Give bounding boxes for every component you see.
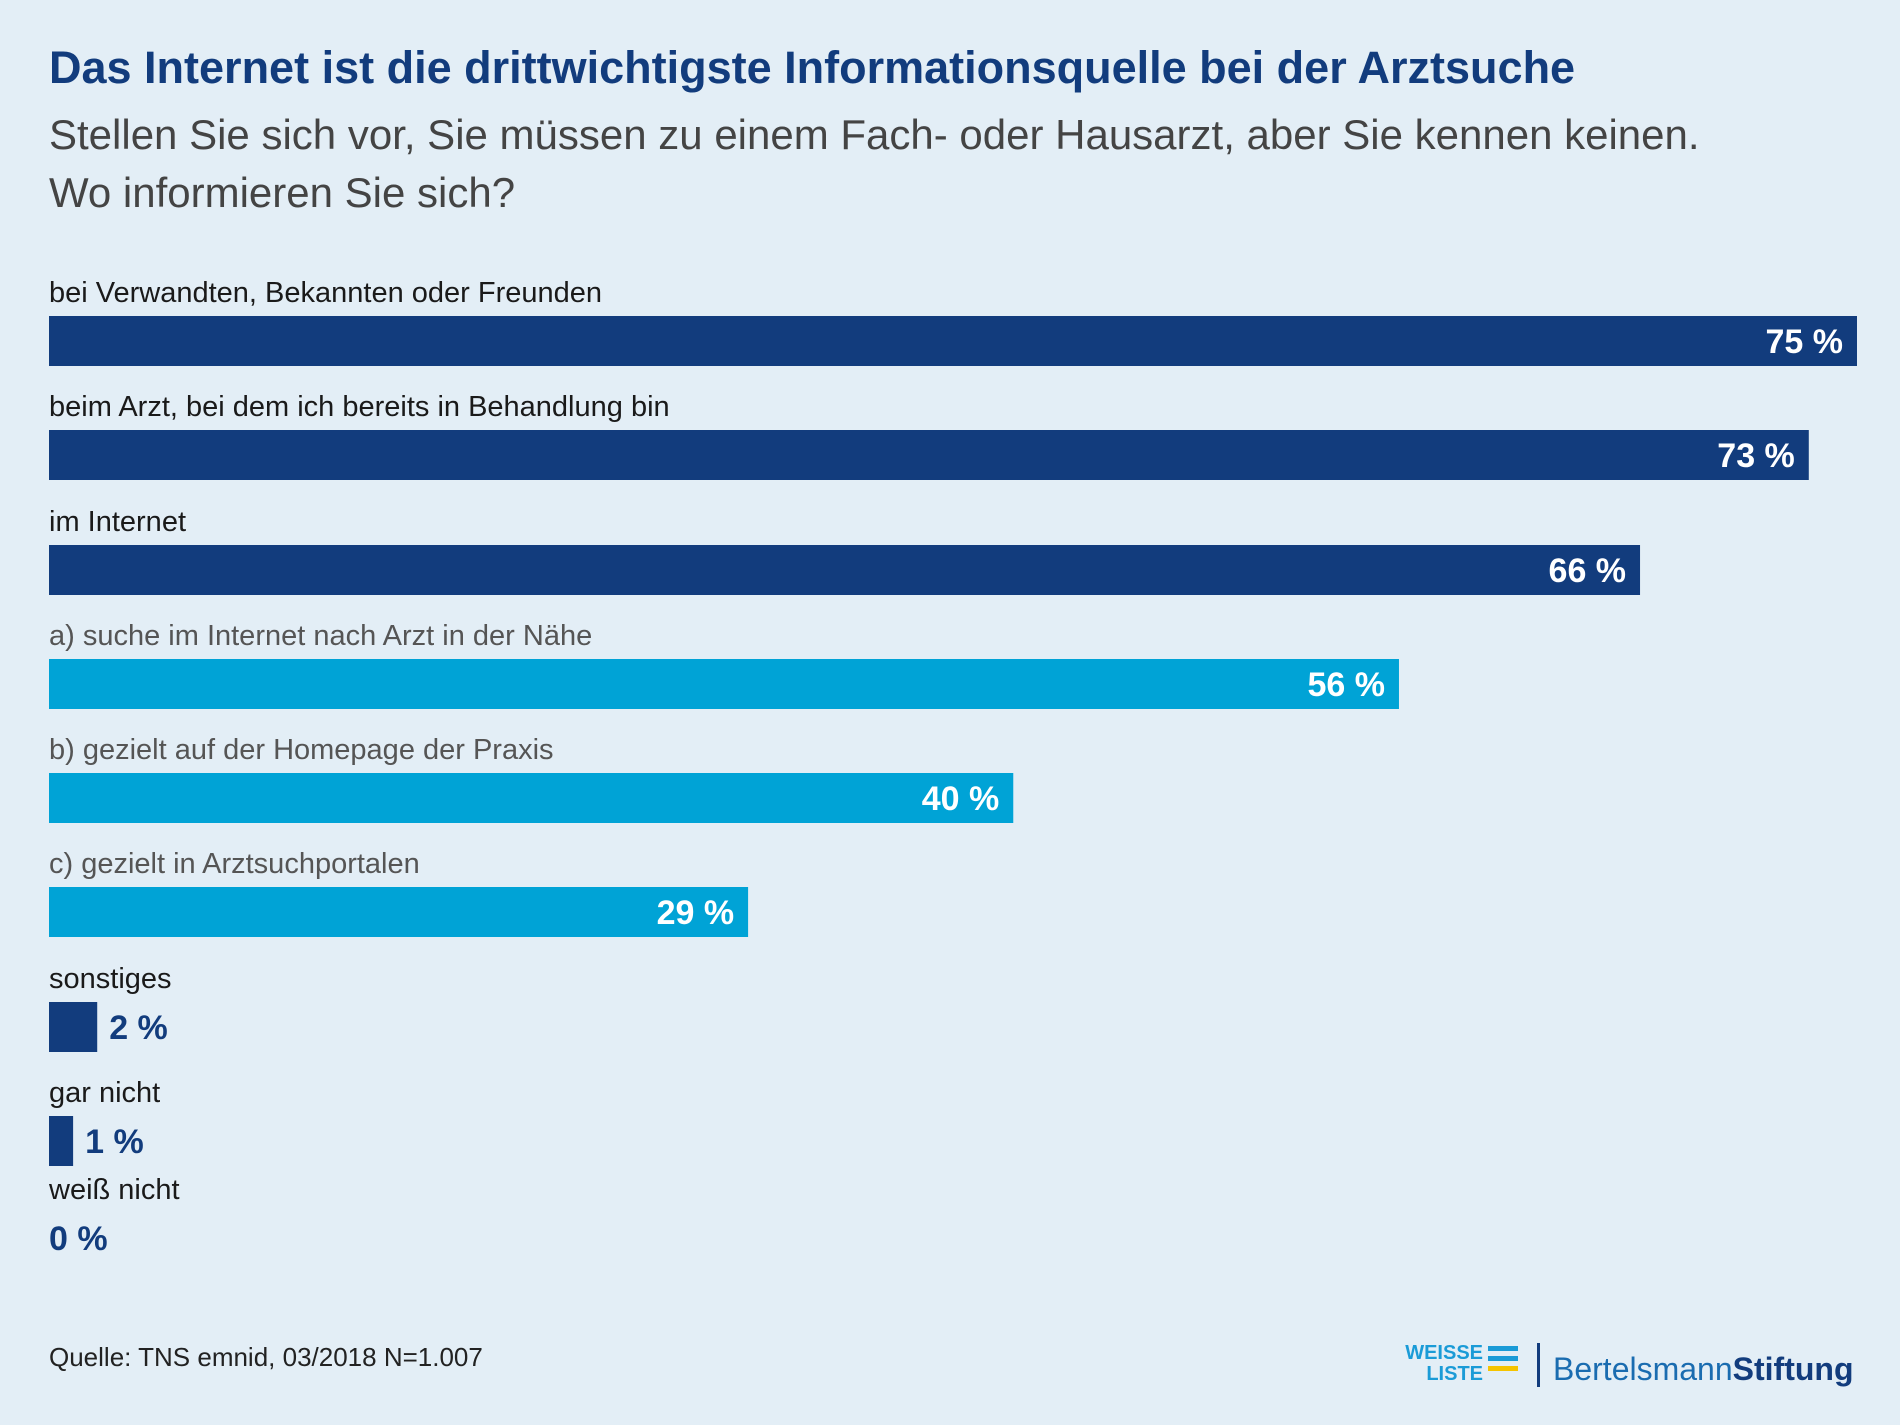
bar bbox=[49, 316, 1857, 366]
subtitle-line-2: Wo informieren Sie sich? bbox=[49, 169, 516, 216]
category-label: beim Arzt, bei dem ich bereits in Behand… bbox=[49, 391, 670, 423]
value-label: 29 % bbox=[657, 894, 735, 932]
bar bbox=[49, 659, 1399, 709]
bar bbox=[49, 1002, 98, 1052]
value-label: 1 % bbox=[85, 1123, 144, 1161]
value-label: 40 % bbox=[922, 780, 1000, 818]
source-note: Quelle: TNS emnid, 03/2018 N=1.007 bbox=[49, 1342, 483, 1372]
chart-subtitle: Stellen Sie sich vor, Sie müssen zu eine… bbox=[49, 106, 1700, 222]
bar bbox=[49, 1116, 74, 1166]
category-label: b) gezielt auf der Homepage der Praxis bbox=[49, 734, 554, 766]
weisse-liste-logo-text: WEISSE LISTE bbox=[1405, 1342, 1483, 1385]
value-label: 66 % bbox=[1549, 552, 1627, 590]
bertelsmann-stiftung-logo: BertelsmannStiftung bbox=[1553, 1351, 1854, 1387]
bar bbox=[49, 430, 1809, 480]
category-label: weiß nicht bbox=[48, 1174, 180, 1206]
bar bbox=[49, 773, 1014, 823]
category-label: sonstiges bbox=[49, 963, 172, 995]
weisse-liste-logo-icon bbox=[1488, 1346, 1518, 1376]
value-label: 75 % bbox=[1766, 323, 1844, 361]
value-label: 2 % bbox=[109, 1009, 168, 1047]
subtitle-line-1: Stellen Sie sich vor, Sie müssen zu eine… bbox=[49, 111, 1700, 158]
bar bbox=[49, 887, 749, 937]
category-label: gar nicht bbox=[49, 1077, 160, 1109]
bar bbox=[49, 545, 1641, 595]
category-label: im Internet bbox=[49, 506, 186, 538]
logo-divider bbox=[1537, 1343, 1540, 1387]
category-label: c) gezielt in Arztsuchportalen bbox=[49, 848, 420, 880]
logos: WEISSE LISTE BertelsmannStiftung bbox=[1393, 1343, 1863, 1391]
value-label: 0 % bbox=[49, 1220, 108, 1258]
category-label: bei Verwandten, Bekannten oder Freunden bbox=[49, 277, 602, 309]
category-label: a) suche im Internet nach Arzt in der Nä… bbox=[49, 620, 592, 652]
value-label: 73 % bbox=[1717, 437, 1795, 475]
value-label: 56 % bbox=[1307, 666, 1385, 704]
chart-title: Das Internet ist die drittwichtigste Inf… bbox=[49, 42, 1576, 93]
